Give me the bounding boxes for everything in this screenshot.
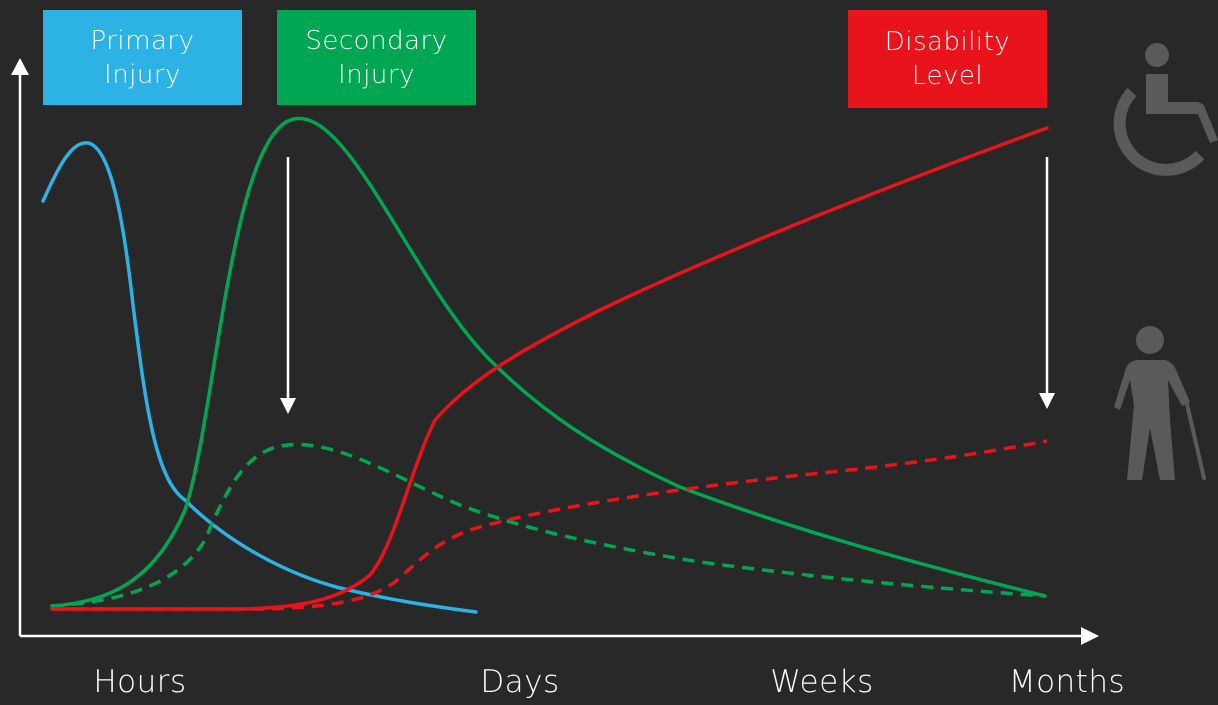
disability-level-label: Disability Level xyxy=(848,10,1047,108)
disability-reduction-arrowhead xyxy=(1039,393,1055,409)
x-axis-arrowhead xyxy=(1081,627,1099,645)
disability-level-label-line2: Level xyxy=(911,61,984,91)
primary-injury-label-line2: Injury xyxy=(104,59,181,90)
secondary-injury-label: Secondary Injury xyxy=(277,10,476,105)
walking-cane-icon xyxy=(1114,326,1206,480)
secondary-injury-label-line1: Secondary xyxy=(305,25,448,56)
wheelchair-icon xyxy=(1113,43,1218,176)
x-tick-weeks: Weeks xyxy=(770,664,874,700)
primary-injury-curve xyxy=(41,141,478,614)
disability-level-reduced-curve xyxy=(52,439,1048,611)
secondary-injury-label-line2: Injury xyxy=(338,59,415,90)
x-tick-months: Months xyxy=(1008,664,1126,700)
secondary-injury-curve xyxy=(50,116,1047,608)
secondary-injury-reduced-curve xyxy=(51,442,1046,608)
primary-injury-label-line1: Primary xyxy=(90,25,195,56)
x-tick-hours: Hours xyxy=(93,664,187,700)
disability-level-curve xyxy=(50,126,1049,611)
y-axis-arrowhead xyxy=(11,58,29,75)
secondary-reduction-arrowhead xyxy=(280,398,296,414)
disability-level-label-line1: Disability xyxy=(884,27,1011,57)
primary-injury-label: Primary Injury xyxy=(43,10,242,105)
x-tick-days: Days xyxy=(480,664,560,700)
